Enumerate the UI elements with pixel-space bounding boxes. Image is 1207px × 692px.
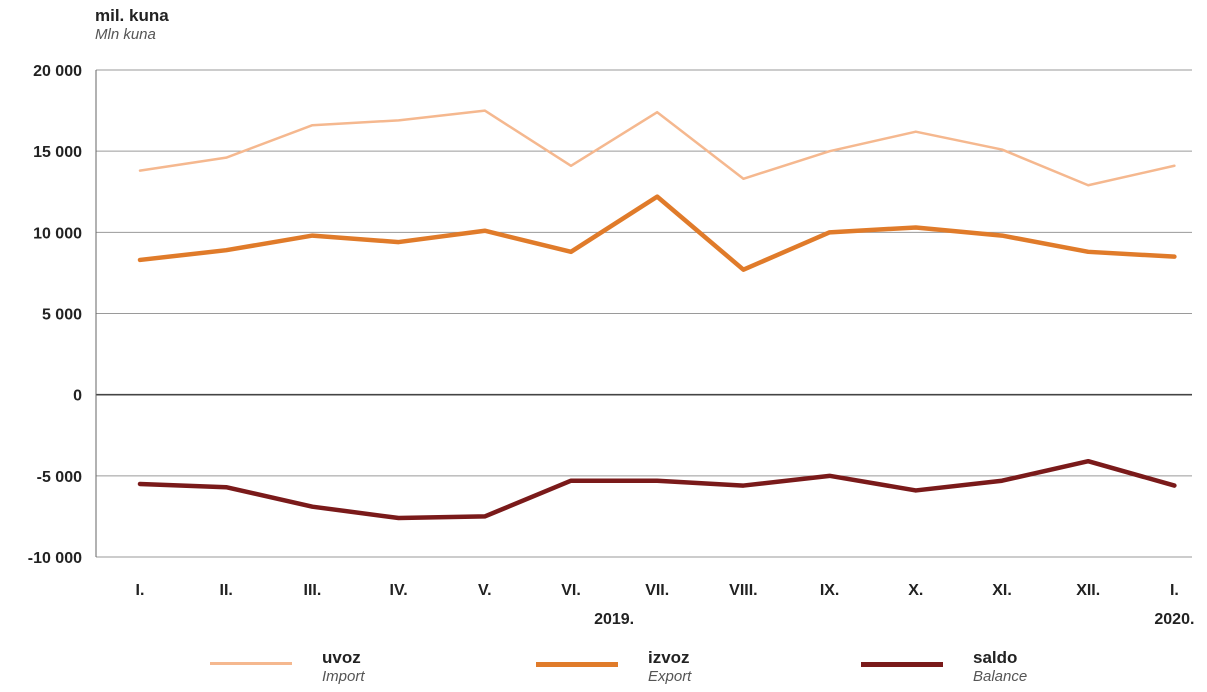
legend-item-izvoz: izvoz Export: [536, 648, 691, 685]
unit-label: mil. kuna Mln kuna: [95, 6, 169, 43]
x-tick-label: II.: [220, 582, 233, 599]
x-tick-label: V.: [478, 582, 492, 599]
legend-item-saldo: saldo Balance: [861, 648, 1027, 685]
x-tick-label: IX.: [820, 582, 840, 599]
x-tick-label: VI.: [561, 582, 581, 599]
x-tick-label: XI.: [992, 582, 1012, 599]
x-tick-label: III.: [304, 582, 322, 599]
y-tick-label: -10 000: [28, 550, 82, 567]
y-tick-label: 0: [73, 388, 82, 405]
y-tick-label: 20 000: [33, 63, 82, 80]
x-tick-label: IV.: [390, 582, 408, 599]
unit-label-hr: mil. kuna: [95, 6, 169, 25]
series-line-izvoz: [137, 194, 1177, 272]
x-tick-label: I.: [136, 582, 145, 599]
legend-sublabel-balance: Balance: [973, 667, 1028, 685]
x-tick-label: I.: [1170, 582, 1179, 599]
legend-label-izvoz: izvoz: [648, 648, 690, 667]
y-tick-label: 10 000: [33, 225, 82, 242]
series-lines: [137, 109, 1177, 521]
legend-swatch-uvoz: [210, 662, 292, 665]
x-tick-label: VII.: [645, 582, 669, 599]
tick-labels: 20 000 15 000 10 000 5 000 0 -5 000 -10 000 I. I…: [28, 63, 1195, 628]
series-line-uvoz: [138, 109, 1176, 187]
year-label: 2019.: [594, 611, 634, 628]
gridlines: [96, 69, 1192, 558]
legend-sublabel-import: Import: [322, 667, 365, 685]
legend-label-uvoz: uvoz: [322, 648, 361, 667]
y-tick-label: -5 000: [37, 469, 82, 486]
legend-item-uvoz: uvoz Import: [210, 648, 365, 685]
legend-swatch-izvoz: [536, 662, 618, 667]
x-tick-label: X.: [908, 582, 923, 599]
x-tick-label: VIII.: [729, 582, 757, 599]
y-tick-label: 15 000: [33, 144, 82, 161]
year-label: 2020.: [1154, 611, 1194, 628]
x-tick-label: XII.: [1076, 582, 1100, 599]
series-line-saldo: [137, 458, 1177, 521]
legend-swatch-saldo: [861, 662, 943, 667]
y-tick-label: 5 000: [42, 307, 82, 324]
legend-sublabel-export: Export: [648, 667, 692, 685]
legend-label-saldo: saldo: [973, 648, 1018, 667]
unit-label-en: Mln kuna: [95, 25, 156, 43]
